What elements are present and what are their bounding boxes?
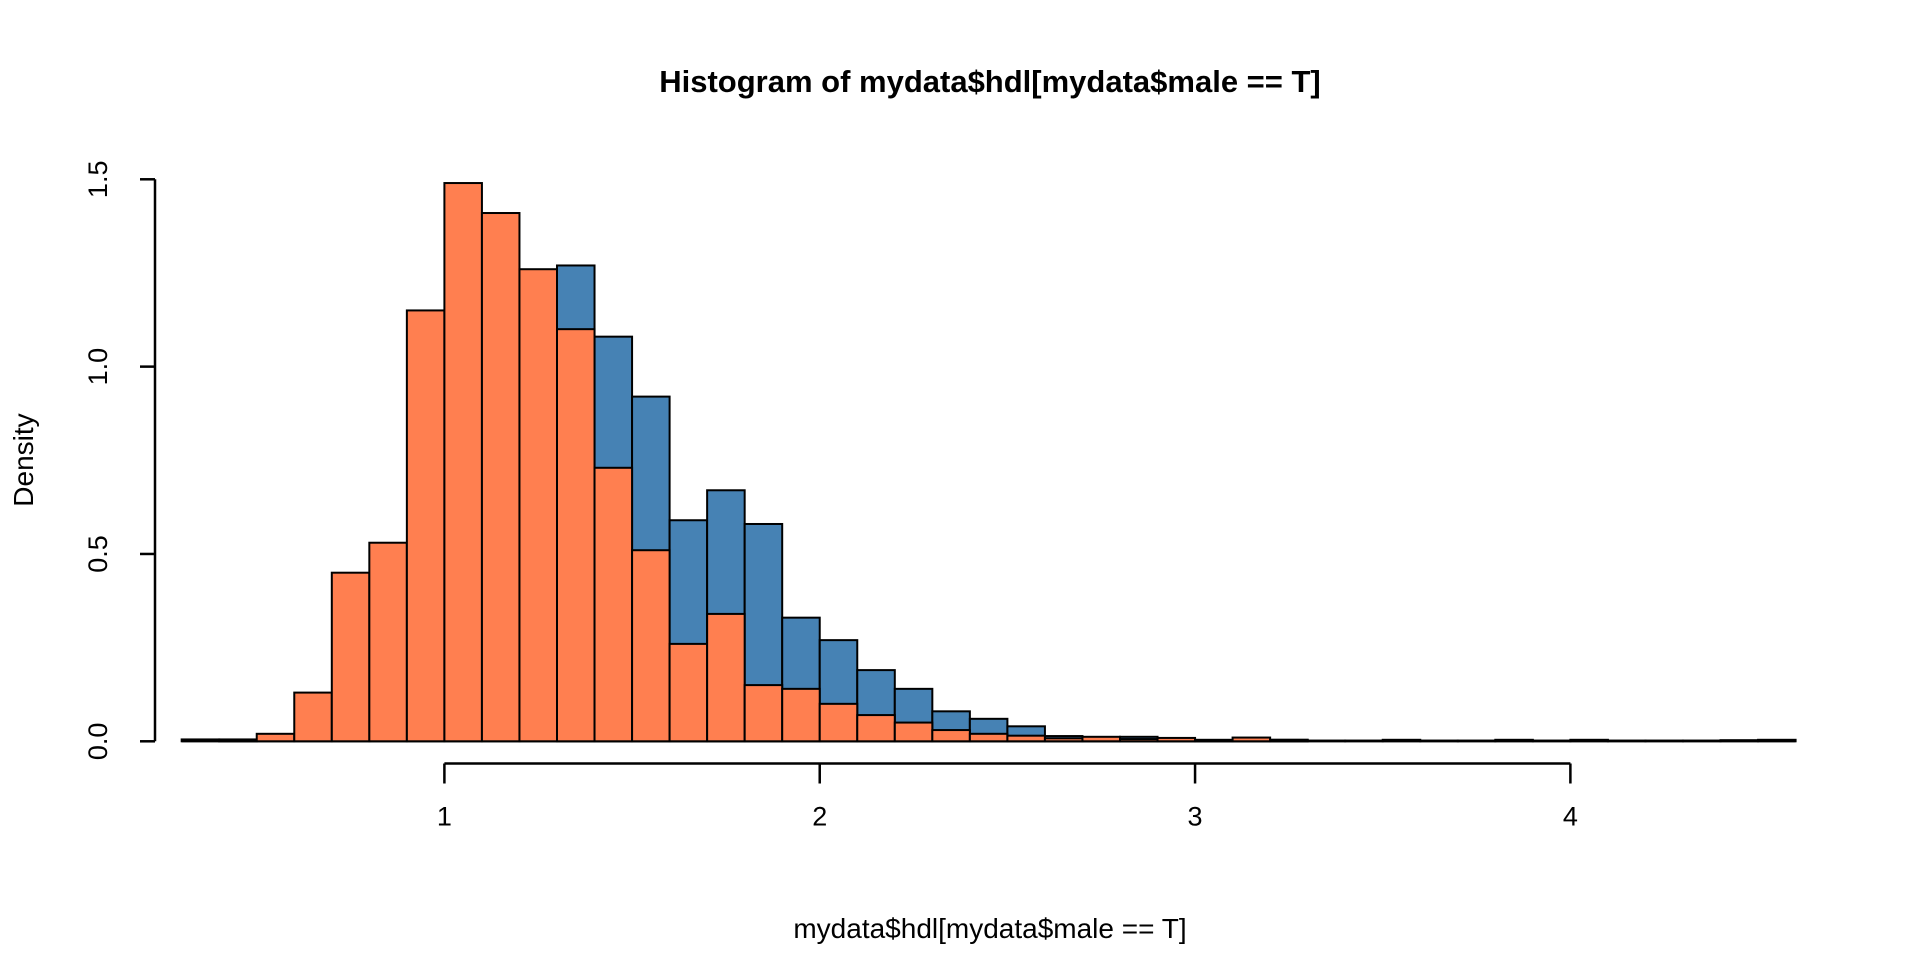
histogram-bar	[1456, 739, 1497, 743]
histogram-bar	[480, 212, 521, 743]
histogram-bar	[1269, 738, 1309, 743]
histogram-bar	[293, 691, 333, 743]
y-tick-label: 1.0	[83, 348, 113, 386]
histogram-bar	[555, 328, 596, 743]
histogram-bar	[968, 732, 1009, 743]
histogram-bar	[1081, 735, 1121, 743]
histogram-bar	[631, 549, 671, 743]
histogram-bar	[593, 466, 634, 743]
y-tick-label: 0.0	[83, 723, 113, 761]
x-tick-label: 3	[1188, 802, 1203, 832]
histogram-bar	[818, 702, 859, 743]
histogram-bar	[1344, 739, 1384, 743]
histogram-bar	[1306, 739, 1347, 743]
histogram-bar	[1419, 739, 1459, 743]
histogram-bar	[1118, 738, 1159, 743]
histogram-bar	[1006, 734, 1046, 743]
histogram-bar	[931, 729, 971, 743]
y-tick-label: 1.5	[83, 161, 113, 199]
histogram-bar	[706, 612, 746, 743]
histogram-bar	[180, 738, 221, 743]
histogram-bar	[893, 721, 934, 743]
histogram-bar	[1194, 739, 1234, 743]
histogram-bar	[1719, 739, 1760, 743]
histogram-bar	[368, 541, 408, 743]
histogram-bar	[1757, 738, 1797, 743]
histogram-bar	[781, 687, 821, 743]
histogram-bar	[1156, 736, 1197, 743]
histogram-bar	[218, 738, 258, 743]
y-tick-label: 0.5	[83, 535, 113, 573]
histogram-bar	[856, 714, 896, 743]
histogram-bar	[1494, 738, 1534, 743]
histogram-bar	[518, 268, 558, 743]
histogram-bar	[743, 684, 784, 743]
histogram-bar	[1606, 739, 1647, 743]
histogram-bar	[1043, 737, 1084, 743]
x-tick-label: 1	[437, 802, 452, 832]
histogram-bar	[1531, 739, 1572, 743]
histogram-bar	[255, 732, 296, 743]
histogram-bar	[443, 182, 483, 743]
x-axis-title: mydata$hdl[mydata$male == T]	[793, 913, 1186, 944]
histogram-bar	[1381, 738, 1422, 743]
histogram-bar	[1569, 738, 1609, 743]
histogram-bar	[1644, 739, 1684, 743]
histogram-bar	[1231, 736, 1272, 743]
x-axis: 1 2 3 4	[437, 762, 1578, 832]
histogram-bar	[1681, 739, 1722, 743]
y-axis-title: Density	[8, 413, 39, 506]
histogram-bar	[330, 571, 371, 743]
histogram-bar	[405, 309, 446, 743]
chart-title: Histogram of mydata$hdl[mydata$male == T…	[659, 64, 1321, 99]
orange-histogram-bars	[218, 182, 1309, 743]
y-axis: 0.0 0.5 1.0 1.5	[83, 161, 157, 761]
x-tick-label: 4	[1563, 802, 1578, 832]
histogram-bar	[668, 642, 709, 743]
x-tick-label: 2	[812, 802, 827, 832]
